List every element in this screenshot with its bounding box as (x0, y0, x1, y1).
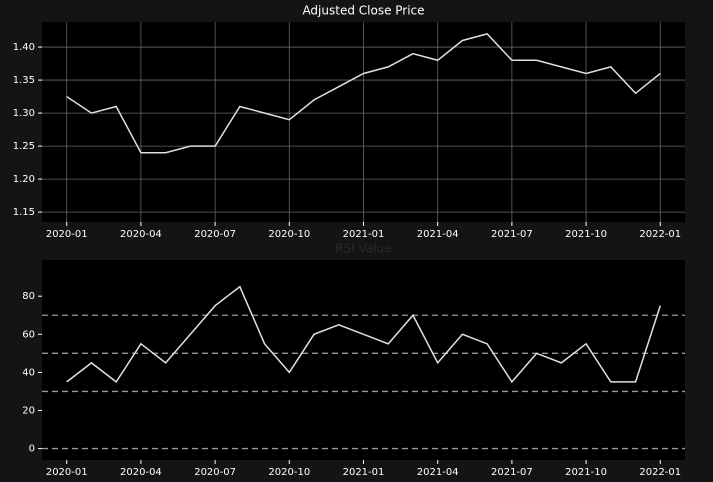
y-tick-label: 60 (22, 329, 35, 340)
x-tick-label: 2021-04 (417, 229, 459, 240)
x-tick-label: 2020-10 (268, 229, 310, 240)
y-tick-label: 1.30 (13, 108, 35, 119)
x-tick-label: 2021-10 (565, 467, 607, 478)
x-tick-label: 2020-10 (268, 467, 310, 478)
x-tick-label: 2021-01 (343, 229, 385, 240)
y-tick-label: 1.25 (13, 141, 35, 152)
x-tick-label: 2021-10 (565, 229, 607, 240)
y-tick-label: 80 (22, 291, 35, 302)
x-tick-label: 2022-01 (639, 467, 681, 478)
y-tick-label: 20 (22, 405, 35, 416)
plot-area (42, 260, 685, 460)
x-tick-label: 2020-01 (46, 467, 88, 478)
x-tick-label: 2020-07 (194, 467, 236, 478)
x-tick-label: 2020-04 (120, 229, 162, 240)
y-tick-label: 40 (22, 367, 35, 378)
y-tick-label: 0 (29, 444, 35, 455)
chart-title: Adjusted Close Price (302, 4, 424, 18)
x-tick-label: 2021-07 (491, 229, 533, 240)
y-tick-label: 1.40 (13, 42, 35, 53)
price-line (66, 33, 661, 154)
x-tick-label: 2020-01 (46, 229, 88, 240)
x-tick-label: 2020-07 (194, 229, 236, 240)
x-tick-label: 2021-01 (343, 467, 385, 478)
x-tick-label: 2021-07 (491, 467, 533, 478)
y-tick-label: 1.20 (13, 174, 35, 185)
y-tick-label: 1.35 (13, 75, 35, 86)
price-line (66, 285, 661, 384)
x-tick-label: 2021-04 (417, 467, 459, 478)
x-tick-label: 2020-04 (120, 467, 162, 478)
x-tick-label: 2022-01 (639, 229, 681, 240)
y-tick-label: 1.15 (13, 207, 35, 218)
chart-title: RSI Value (335, 242, 391, 256)
